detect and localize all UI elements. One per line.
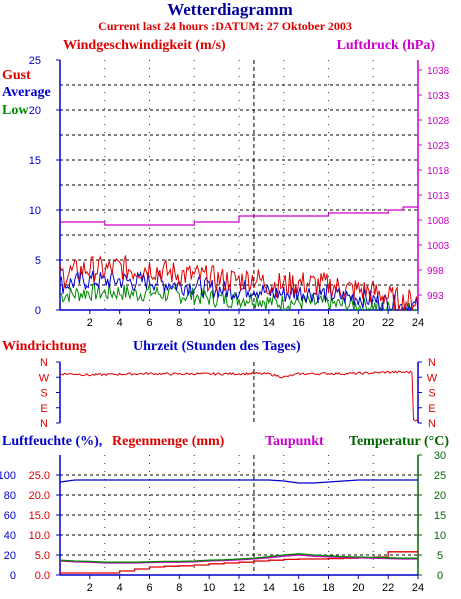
- rain-tick-label: 0.0: [35, 570, 50, 582]
- x-tick-label: 16: [293, 582, 305, 594]
- chart-subtitle: Current last 24 hours :DATUM: 27 Oktober…: [98, 19, 352, 33]
- direction-tick-label-right: N: [428, 357, 436, 369]
- humidity-tick-label: 100: [0, 470, 16, 482]
- x-tick-label: 8: [176, 582, 182, 594]
- direction-tick-label: W: [39, 372, 50, 384]
- y-right-tick-label: 1028: [427, 116, 450, 127]
- hours-label: Uhrzeit (Stunden des Tages): [133, 339, 301, 354]
- y-tick-label: 10: [29, 205, 41, 217]
- series-windrichtung: [59, 370, 419, 422]
- temperature-tick-label: 5: [437, 550, 443, 562]
- x-tick-label: 6: [146, 582, 152, 594]
- chart-title: Wetterdiagramm: [167, 0, 293, 19]
- y-right-tick-label: 998: [427, 266, 444, 277]
- x-tick-label: 10: [203, 317, 215, 329]
- y-right-tick-label: 1033: [427, 91, 450, 102]
- pressure-label: Luftdruck (hPa): [337, 38, 436, 53]
- y-right-tick-label: 1023: [427, 141, 450, 152]
- direction-tick-label-right: E: [428, 403, 435, 415]
- y-right-tick-label: 1008: [427, 216, 450, 227]
- y-right-tick-label: 1003: [427, 241, 450, 252]
- y-tick-label: 5: [35, 255, 41, 267]
- x-tick-label: 2: [87, 317, 93, 329]
- series-low: [59, 283, 418, 312]
- direction-tick-label: E: [40, 403, 47, 415]
- temperature-label: Temperatur (°C): [349, 434, 449, 449]
- x-tick-label: 14: [263, 582, 275, 594]
- humidity-tick-label: 20: [4, 550, 16, 562]
- temperature-tick-label: 0: [437, 570, 443, 582]
- low-legend: Low: [2, 103, 29, 118]
- x-tick-label: 14: [263, 317, 275, 329]
- dewpoint-label: Taupunkt: [265, 434, 324, 449]
- x-tick-label: 12: [233, 317, 245, 329]
- average-legend: Average: [2, 85, 51, 100]
- x-tick-label: 4: [117, 317, 123, 329]
- x-tick-label: 2: [87, 582, 93, 594]
- rain-tick-label: 15.0: [29, 510, 50, 522]
- rain-tick-label: 20.0: [29, 490, 50, 502]
- y-tick-label: 15: [29, 155, 41, 167]
- x-tick-label: 6: [146, 317, 152, 329]
- x-tick-label: 22: [382, 317, 394, 329]
- series-taupunkt: [59, 554, 418, 564]
- series-temperatur: [59, 553, 418, 563]
- series-gust: [59, 255, 419, 311]
- series-luftfeuchte: [59, 479, 418, 484]
- humidity-label: Luftfeuchte (%),: [2, 434, 102, 449]
- temperature-tick-label: 20: [434, 490, 446, 502]
- y-right-tick-label: 1018: [427, 166, 450, 177]
- rain-tick-label: 10.0: [29, 530, 50, 542]
- x-tick-label: 8: [176, 317, 182, 329]
- gust-legend: Gust: [2, 68, 31, 83]
- temperature-tick-label: 10: [434, 530, 446, 542]
- x-tick-label: 22: [382, 582, 394, 594]
- x-tick-label: 24: [412, 317, 424, 329]
- x-tick-label: 4: [117, 582, 123, 594]
- temperature-tick-label: 25: [434, 470, 446, 482]
- y-right-tick-label: 1013: [427, 191, 450, 202]
- y-tick-label: 20: [29, 105, 41, 117]
- x-tick-label: 20: [352, 317, 364, 329]
- direction-tick-label-right: W: [427, 372, 438, 384]
- wind-speed-label: Windgeschwindigkeit (m/s): [63, 38, 226, 53]
- direction-tick-label: S: [40, 388, 47, 400]
- x-tick-label: 18: [322, 317, 334, 329]
- x-tick-label: 12: [233, 582, 245, 594]
- x-tick-label: 20: [352, 582, 364, 594]
- series-luftdruck: [60, 206, 418, 226]
- rain-label: Regenmenge (mm): [112, 434, 225, 449]
- direction-tick-label-right: S: [428, 388, 435, 400]
- temperature-tick-label: 15: [434, 510, 446, 522]
- direction-tick-label: N: [40, 418, 48, 430]
- series-average: [59, 270, 419, 312]
- humidity-tick-label: 0: [10, 570, 16, 582]
- y-tick-label: 0: [35, 305, 41, 317]
- rain-tick-label: 25.0: [29, 470, 50, 482]
- humidity-tick-label: 60: [4, 510, 16, 522]
- x-tick-label: 10: [203, 582, 215, 594]
- y-right-tick-label: 1038: [427, 66, 450, 77]
- wind-direction-label: Windrichtung: [2, 339, 87, 354]
- humidity-tick-label: 80: [4, 490, 16, 502]
- x-tick-label: 24: [412, 582, 424, 594]
- x-tick-label: 18: [322, 582, 334, 594]
- temperature-tick-label: 30: [434, 450, 446, 462]
- direction-tick-label-right: N: [428, 418, 436, 430]
- x-tick-label: 16: [293, 317, 305, 329]
- humidity-tick-label: 40: [4, 530, 16, 542]
- direction-tick-label: N: [40, 357, 48, 369]
- y-right-tick-label: 993: [427, 291, 444, 302]
- rain-tick-label: 5.0: [35, 550, 50, 562]
- y-tick-label: 25: [29, 55, 41, 67]
